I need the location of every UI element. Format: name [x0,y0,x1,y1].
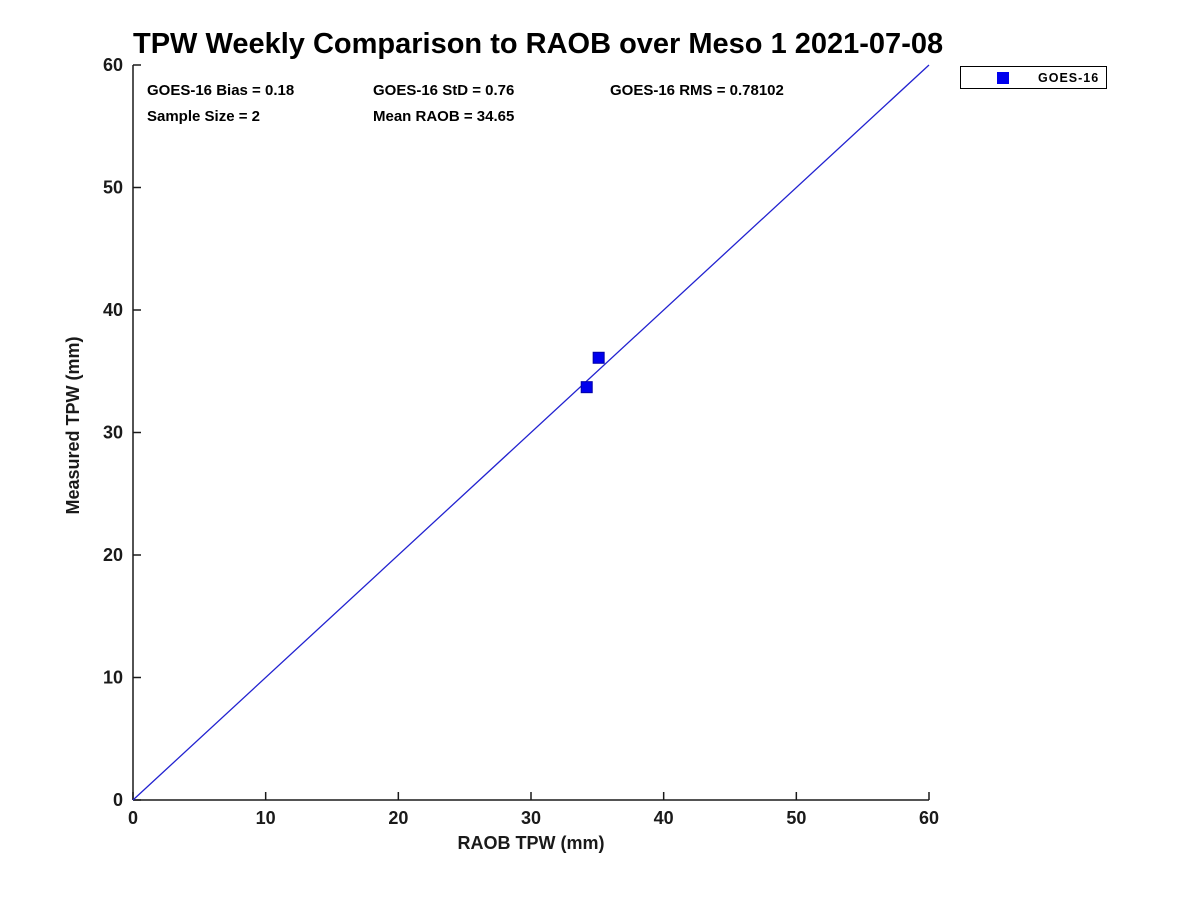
y-axis-title: Measured TPW (mm) [63,336,83,514]
x-tick-label: 50 [786,808,806,828]
x-tick-label: 10 [256,808,276,828]
x-tick-label: 20 [388,808,408,828]
x-tick-label: 30 [521,808,541,828]
x-axis-title: RAOB TPW (mm) [458,833,605,853]
legend: GOES-16 [960,66,1107,89]
legend-series-label: GOES-16 [1038,70,1100,85]
stat-text: GOES-16 RMS = 0.78102 [610,82,784,99]
stat-text: GOES-16 StD = 0.76 [373,82,515,99]
y-tick-label: 60 [103,55,123,75]
x-tick-label: 0 [128,808,138,828]
stat-text: Mean RAOB = 34.65 [373,108,515,125]
stat-text: Sample Size = 2 [147,108,260,125]
legend-marker-square-icon [997,71,1009,84]
y-tick-label: 20 [103,545,123,565]
identity-line [132,64,930,801]
stat-text: GOES-16 Bias = 0.18 [147,82,295,99]
data-point [580,381,593,394]
y-tick-label: 0 [113,790,123,810]
x-tick-label: 60 [919,808,939,828]
y-tick-label: 50 [103,178,123,198]
x-tick-label: 40 [654,808,674,828]
y-tick-label: 40 [103,300,123,320]
chart-title: TPW Weekly Comparison to RAOB over Meso … [133,28,944,60]
data-point [592,351,605,364]
y-tick-label: 30 [103,423,123,443]
y-tick-label: 10 [103,668,123,688]
